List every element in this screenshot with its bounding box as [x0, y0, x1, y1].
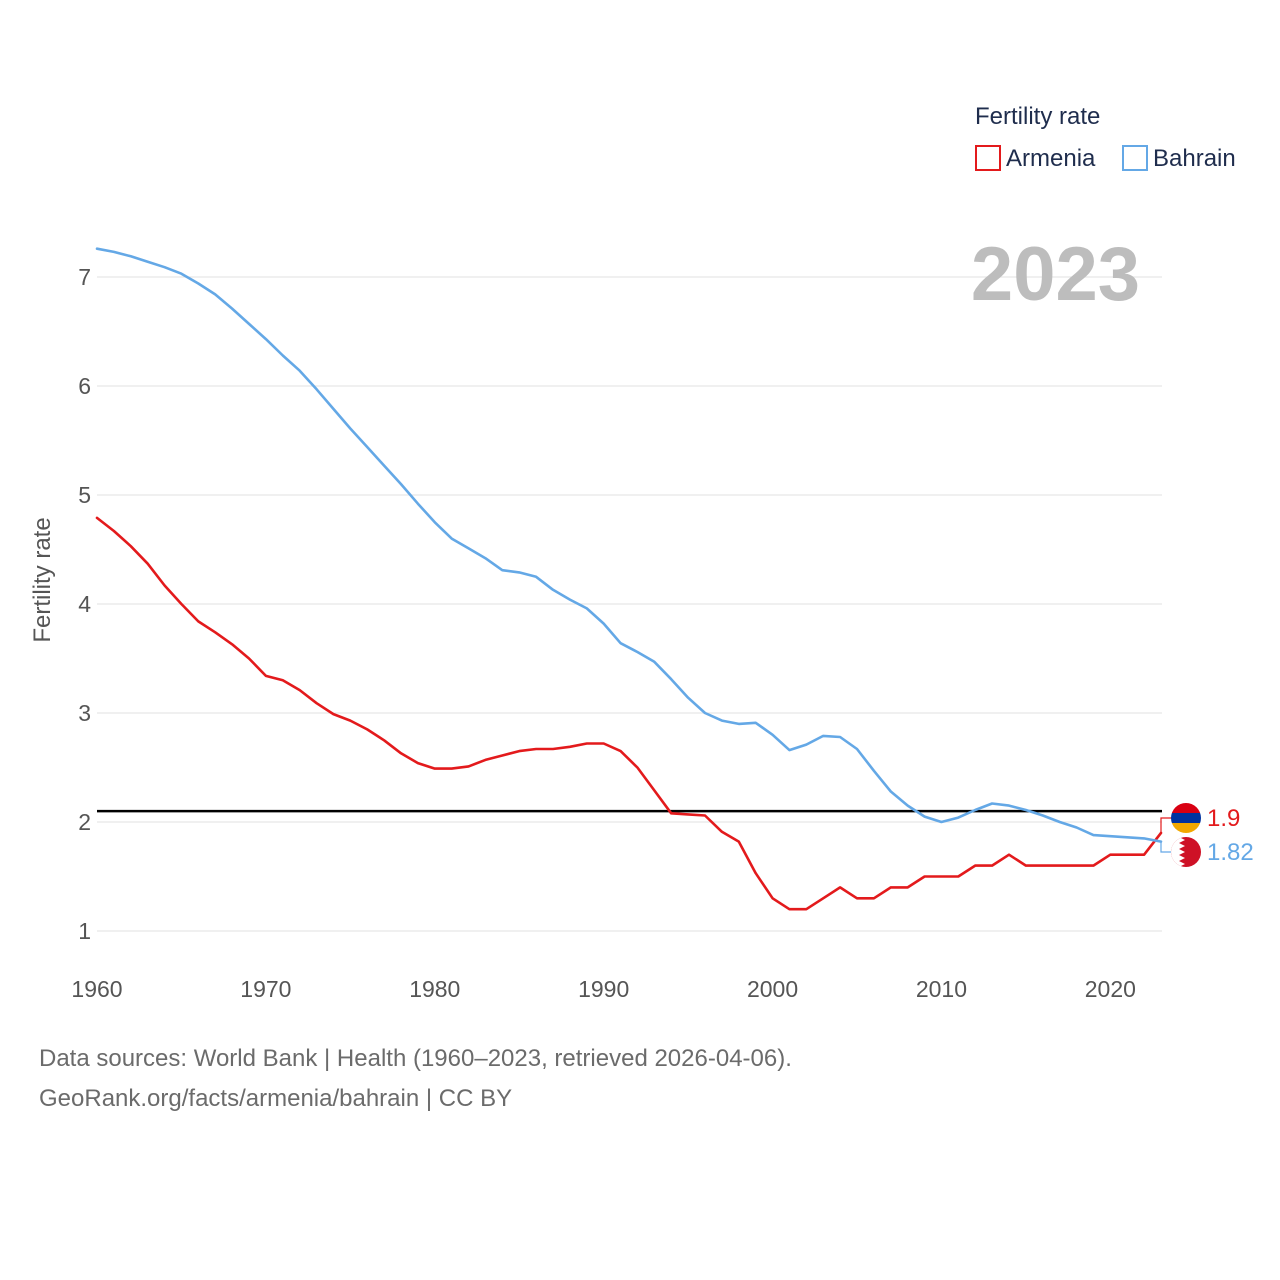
series-line-armenia[interactable]	[95, 516, 1163, 911]
legend-swatch-armenia[interactable]	[975, 145, 1001, 171]
y-tick-label-1: 1	[78, 918, 91, 944]
y-tick-label-3: 3	[78, 700, 91, 726]
x-tick-label-1970: 1970	[240, 976, 291, 1002]
y-tick-label-4: 4	[78, 591, 91, 617]
y-axis-ticks: 1 2 3 4 5 6 7	[78, 264, 91, 944]
x-axis-ticks: 1960 1970 1980 1990 2000 2010 2020	[71, 976, 1136, 1002]
x-tick-label-2010: 2010	[916, 976, 967, 1002]
x-tick-label-1990: 1990	[578, 976, 629, 1002]
x-tick-label-1960: 1960	[71, 976, 122, 1002]
y-tick-label-2: 2	[78, 809, 91, 835]
y-tick-label-6: 6	[78, 373, 91, 399]
y-tick-label-7: 7	[78, 264, 91, 290]
legend-swatch-bahrain[interactable]	[1122, 145, 1148, 171]
end-value-label-bahrain: 1.82	[1207, 839, 1254, 866]
current-year-label: 2023	[971, 232, 1140, 317]
x-tick-label-2020: 2020	[1085, 976, 1136, 1002]
legend-title: Fertility rate	[975, 103, 1100, 130]
legend-label-bahrain[interactable]: Bahrain	[1153, 145, 1236, 172]
gridlines	[97, 276, 1162, 932]
series-lines	[95, 247, 1163, 911]
bahrain-flag-icon	[1171, 837, 1201, 867]
footer-sources: Data sources: World Bank | Health (1960–…	[39, 1045, 792, 1072]
x-tick-label-2000: 2000	[747, 976, 798, 1002]
y-tick-label-5: 5	[78, 482, 91, 508]
legend: Fertility rate Armenia Bahrain	[975, 103, 1236, 172]
end-labels: 1.9 1.82	[1160, 803, 1254, 867]
series-line-bahrain[interactable]	[95, 247, 1163, 843]
end-connector-bahrain	[1160, 841, 1172, 853]
legend-label-armenia[interactable]: Armenia	[1006, 145, 1096, 172]
footer-link[interactable]: GeoRank.org/facts/armenia/bahrain | CC B…	[39, 1085, 513, 1112]
y-axis-title: Fertility rate	[29, 517, 56, 642]
armenia-flag-icon	[1171, 803, 1201, 833]
x-tick-label-1980: 1980	[409, 976, 460, 1002]
end-value-label-armenia: 1.9	[1207, 805, 1240, 832]
end-connector-armenia	[1160, 817, 1172, 833]
